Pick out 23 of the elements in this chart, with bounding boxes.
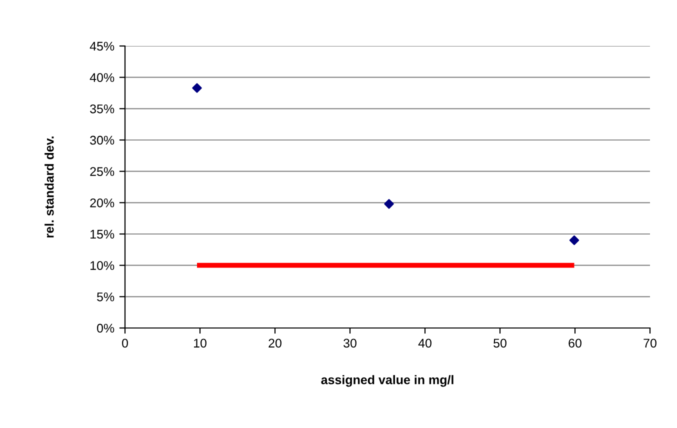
x-tick-label: 20 [268,338,282,348]
y-tick-label: 45% [90,42,114,51]
y-axis-title: rel. standard dev. [44,136,54,238]
point [192,83,202,93]
x-axis-title: assigned value in mg/l [321,375,454,387]
x-tick-label: 60 [568,338,582,348]
y-tick-label: 25% [90,167,114,176]
y-tick-label: 20% [90,198,114,208]
point [569,235,580,246]
y-tick-label: 0% [97,324,114,333]
x-tick-label: 30 [344,338,356,348]
y-tick-label: 30% [90,136,114,145]
y-tick-label: 35% [90,104,114,114]
y-tick-label: 15% [90,230,114,239]
point [384,199,394,209]
x-tick-label: 40 [418,338,432,348]
x-tick-label: 70 [644,338,656,348]
x-tick-label: 50 [494,338,506,348]
x-tick-label: 10 [194,338,206,348]
x-tick-label: 0 [122,338,128,348]
y-tick-label: 5% [97,292,114,302]
y-tick-label: 40% [90,73,114,82]
y-tick-label: 10% [90,261,114,270]
